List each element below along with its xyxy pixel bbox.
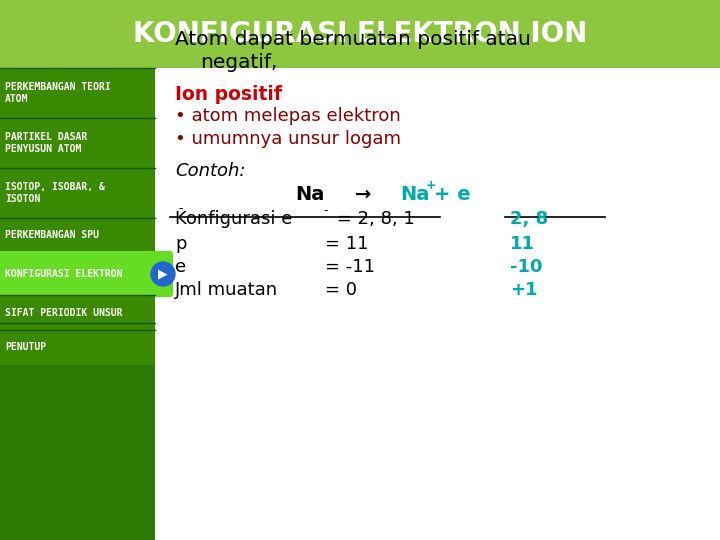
Text: = 11: = 11 <box>325 235 369 253</box>
Text: = 2, 8, 1: = 2, 8, 1 <box>331 210 415 228</box>
Text: Na: Na <box>295 185 325 204</box>
Text: Na: Na <box>400 185 429 204</box>
Text: Konfigurasi e: Konfigurasi e <box>175 210 292 228</box>
Text: PENUTUP: PENUTUP <box>5 342 46 353</box>
Text: ISOTOP, ISOBAR, &
ISOTON: ISOTOP, ISOBAR, & ISOTON <box>5 182 105 204</box>
Bar <box>0 330 155 365</box>
Text: Contoh:: Contoh: <box>175 162 246 180</box>
Text: 11: 11 <box>510 235 535 253</box>
Circle shape <box>151 262 175 286</box>
Text: -10: -10 <box>510 258 542 276</box>
Text: PERKEMBANGAN SPU: PERKEMBANGAN SPU <box>5 231 99 240</box>
Text: p: p <box>175 235 186 253</box>
FancyBboxPatch shape <box>0 251 173 297</box>
Text: KONFIGURASI ELEKTRON ION: KONFIGURASI ELEKTRON ION <box>133 20 587 48</box>
Text: Jml muatan: Jml muatan <box>175 281 278 299</box>
Text: +: + <box>426 179 436 192</box>
Text: -: - <box>323 204 328 217</box>
Bar <box>155 68 720 540</box>
Text: Atom dapat bermuatan positif atau: Atom dapat bermuatan positif atau <box>175 30 531 49</box>
Text: negatif,: negatif, <box>200 53 277 72</box>
Bar <box>0 118 155 168</box>
Text: = -11: = -11 <box>325 258 375 276</box>
Text: 2, 8: 2, 8 <box>510 210 548 228</box>
Text: -: - <box>178 202 182 215</box>
Text: • umumnya unsur logam: • umumnya unsur logam <box>175 130 401 148</box>
Bar <box>0 68 155 118</box>
Bar <box>0 295 155 330</box>
Text: →: → <box>355 185 372 204</box>
Text: ▶: ▶ <box>158 267 168 280</box>
Text: e: e <box>175 258 186 276</box>
Text: PARTIKEL DASAR
PENYUSUN ATOM: PARTIKEL DASAR PENYUSUN ATOM <box>5 132 87 154</box>
Text: • atom melepas elektron: • atom melepas elektron <box>175 107 401 125</box>
Bar <box>0 168 155 218</box>
Text: PERKEMBANGAN TEORI
ATOM: PERKEMBANGAN TEORI ATOM <box>5 82 111 104</box>
Bar <box>0 0 720 68</box>
Bar <box>0 218 155 253</box>
Text: = 0: = 0 <box>325 281 357 299</box>
Text: +1: +1 <box>510 281 538 299</box>
Text: + e: + e <box>434 185 471 204</box>
Bar <box>0 68 155 540</box>
Text: KONFIGURASI ELEKTRON: KONFIGURASI ELEKTRON <box>5 269 122 279</box>
Text: SIFAT PERIODIK UNSUR: SIFAT PERIODIK UNSUR <box>5 307 122 318</box>
Text: Ion positif: Ion positif <box>175 85 282 104</box>
